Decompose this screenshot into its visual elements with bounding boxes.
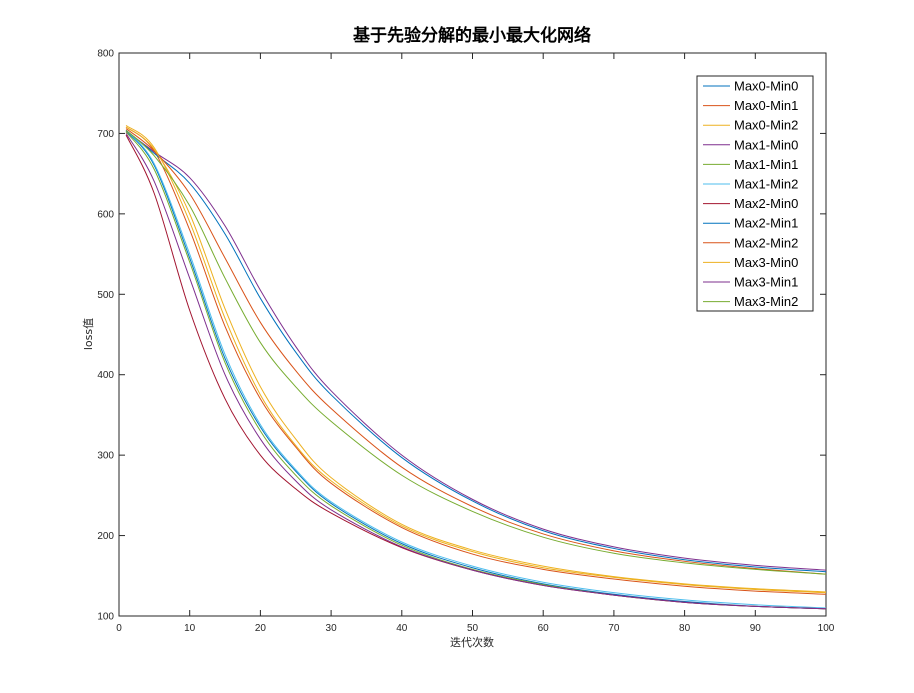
x-tick-label: 40 (396, 623, 408, 634)
series-line-max2-min2 (125, 128, 827, 575)
x-tick-label: 80 (679, 623, 691, 634)
y-tick-label: 300 (97, 451, 114, 462)
x-tick-label: 50 (467, 623, 479, 634)
y-tick-label: 600 (97, 209, 114, 220)
series-line-max2-min1 (125, 129, 827, 573)
x-tick-label: 90 (750, 623, 762, 634)
legend-label: Max3-Min2 (734, 294, 798, 309)
legend-label: Max2-Min0 (734, 196, 798, 211)
legend-label: Max0-Min0 (734, 79, 798, 94)
axis-ticks: 0 10 20 30 40 50 60 70 80 90 100 100 200 300 400 500 600… (97, 49, 834, 635)
series-line-max3-min0 (125, 126, 827, 593)
legend-label: Max3-Min0 (734, 255, 798, 270)
legend-box (696, 75, 814, 312)
y-tick-label: 400 (97, 370, 114, 381)
y-tick-label: 200 (97, 531, 114, 542)
legend-label: Max3-Min1 (734, 275, 798, 290)
legend-label: Max2-Min2 (734, 235, 798, 250)
legend-label: Max1-Min1 (734, 157, 798, 172)
legend-label: Max1-Min0 (734, 137, 798, 152)
y-tick-label: 500 (97, 290, 114, 301)
y-axis-label: loss值 (82, 318, 95, 350)
x-tick-label: 100 (818, 623, 835, 634)
x-tick-label: 60 (538, 623, 550, 634)
series-line-max1-min2 (125, 129, 827, 609)
legend: Max0-Min0 Max0-Min1 Max0-Min2 Max1-Min0 Max1… (696, 75, 814, 312)
legend-label: Max0-Min1 (734, 98, 798, 113)
legend-items: Max0-Min0 Max0-Min1 Max0-Min2 Max1-Min0 Max1… (703, 79, 798, 309)
y-tick-label: 100 (97, 612, 114, 623)
series-line-max1-min0 (125, 130, 827, 571)
y-tick-label: 800 (97, 49, 114, 60)
legend-label: Max2-Min1 (734, 216, 798, 231)
x-tick-label: 0 (116, 623, 122, 634)
y-tick-label: 700 (97, 129, 114, 140)
legend-label: Max1-Min2 (734, 177, 798, 192)
series-line-max3-min2 (125, 129, 827, 575)
x-tick-label: 70 (608, 623, 620, 634)
series-line-max0-min1 (125, 126, 827, 595)
chart-title: 基于先验分解的最小最大化网络 (352, 25, 591, 46)
x-tick-label: 20 (255, 623, 267, 634)
series-line-max0-min2 (125, 124, 827, 594)
x-tick-label: 10 (184, 623, 196, 634)
x-axis-label: 迭代次数 (450, 635, 494, 649)
series-line-max0-min0 (125, 130, 827, 610)
legend-label: Max0-Min2 (734, 118, 798, 133)
x-tick-label: 30 (326, 623, 338, 634)
series-lines (125, 124, 827, 610)
series-line-max3-min1 (125, 133, 827, 610)
